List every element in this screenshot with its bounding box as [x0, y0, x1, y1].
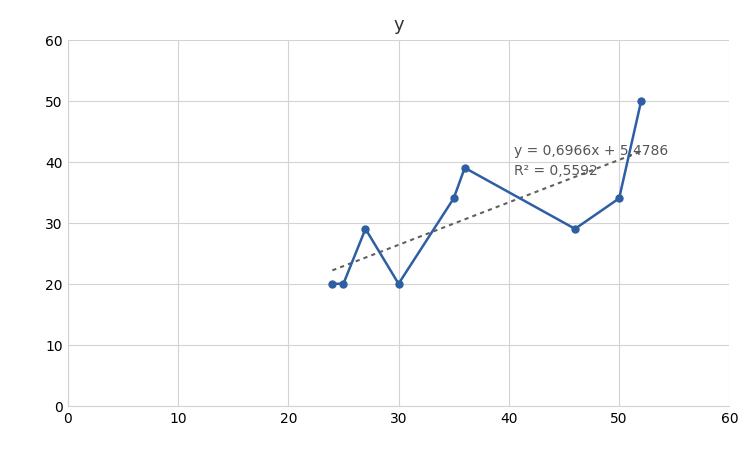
Title: y: y: [393, 15, 404, 33]
Text: y = 0,6966x + 5,4786
R² = 0,5592: y = 0,6966x + 5,4786 R² = 0,5592: [514, 144, 669, 178]
